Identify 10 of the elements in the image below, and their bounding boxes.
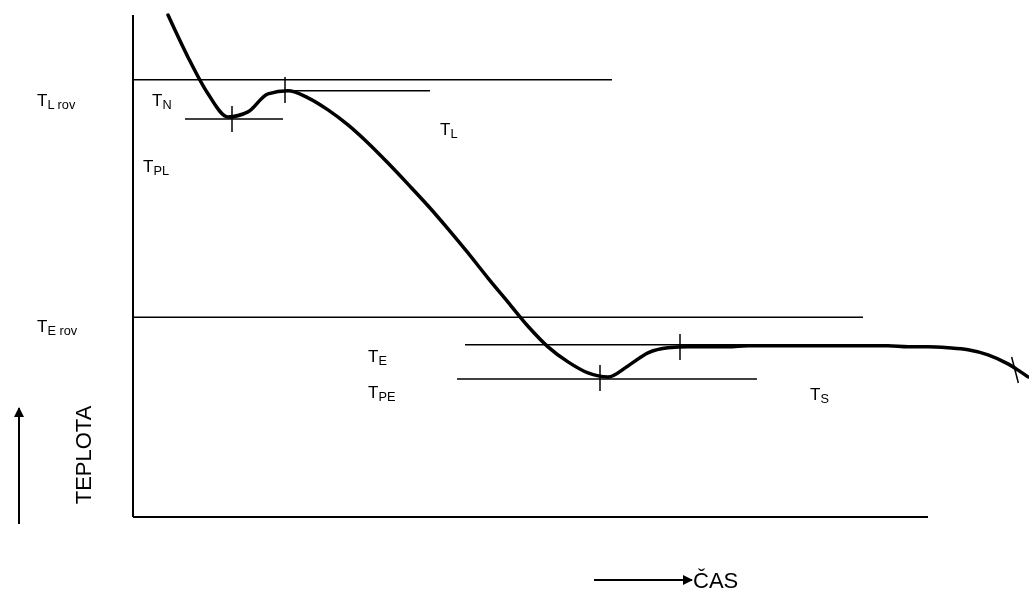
annotation: T$_{PE}$ — [368, 383, 396, 405]
annotation: T$_{S}$ — [810, 385, 829, 407]
text: T$_{E rov}$ — [37, 317, 78, 339]
x-axis-title: ČAS — [693, 568, 739, 593]
y-axis-title: TEPLOTA — [71, 405, 96, 505]
annotation: T$_{PL}$ — [143, 157, 169, 179]
annotation: T$_{N}$ — [152, 91, 172, 113]
text: T$_{L rov}$ — [37, 91, 76, 113]
annotation: T$_{E}$ — [368, 347, 387, 369]
annotation: T$_{L}$ — [440, 120, 458, 142]
